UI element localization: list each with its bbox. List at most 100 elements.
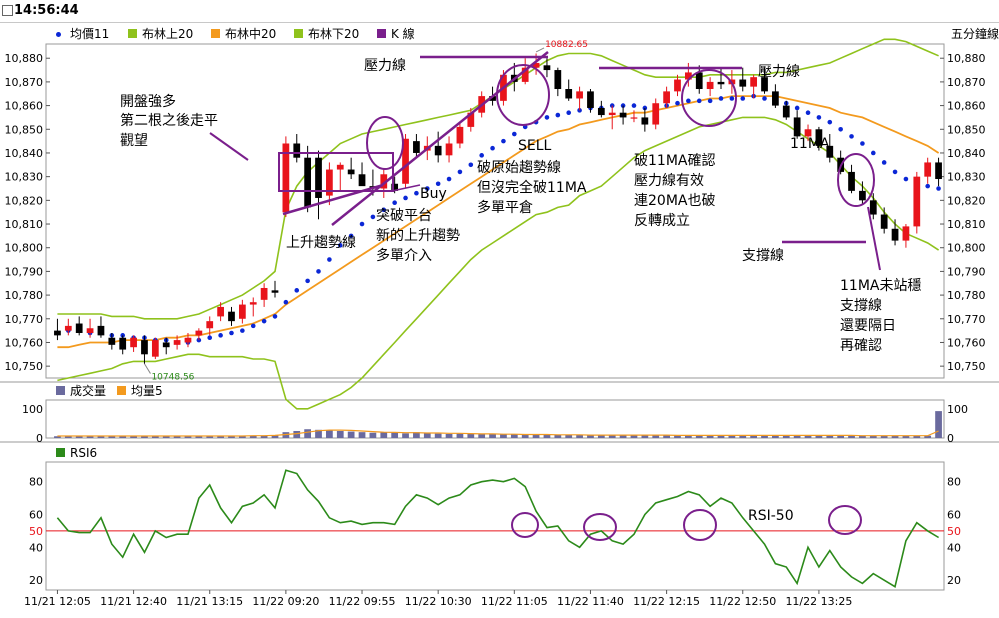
x-tick-label: 11/22 13:25 xyxy=(785,595,852,608)
annotation-note: 連20MA也破 xyxy=(634,193,715,209)
annotation-note: 支撐線 xyxy=(742,248,784,264)
rsi-tick-label: 60 xyxy=(29,509,43,522)
price-tick-label: 10,790 xyxy=(947,265,986,278)
annotation-note: SELL xyxy=(518,138,552,154)
bollinger-lower-line xyxy=(57,116,940,410)
legend-swatch xyxy=(211,29,220,38)
price-tick-label: 10,830 xyxy=(5,171,44,184)
annotation-note: 壓力線 xyxy=(364,58,406,74)
candle xyxy=(597,107,605,116)
candle xyxy=(532,62,540,68)
rsi-highlight xyxy=(511,512,539,538)
volume-bar xyxy=(663,435,670,438)
ma11-point xyxy=(490,145,495,151)
volume-bar xyxy=(532,434,540,438)
candle xyxy=(521,67,529,82)
price-tick-label: 10,800 xyxy=(947,242,986,255)
candle xyxy=(772,91,779,106)
candle xyxy=(848,171,855,191)
volume-bar xyxy=(630,435,638,438)
volume-bar xyxy=(108,436,116,438)
ma11-point xyxy=(424,186,430,191)
ma11-point xyxy=(555,112,561,118)
candle xyxy=(750,77,758,87)
volume-ma-line xyxy=(57,429,939,437)
legend-swatch xyxy=(377,29,386,38)
candle xyxy=(260,287,268,300)
candle xyxy=(238,304,246,319)
legend-item: 布林上20 xyxy=(142,27,193,41)
price-tick-label: 10,860 xyxy=(5,100,44,113)
rsi-highlight xyxy=(683,509,717,541)
candle xyxy=(793,117,801,137)
volume-bar xyxy=(587,435,594,438)
candle xyxy=(674,79,681,92)
ma11-point xyxy=(435,181,441,187)
volume-bar xyxy=(413,432,420,438)
candle xyxy=(304,157,312,208)
price-tick-label: 10,820 xyxy=(5,194,44,207)
candle xyxy=(282,143,290,213)
ma11-point xyxy=(392,200,397,206)
ma11-point xyxy=(860,141,865,146)
min-pointer xyxy=(144,363,151,374)
rsi-tick-label: 20 xyxy=(947,574,961,587)
ma11-point xyxy=(327,257,332,262)
annotation-note: 突破平台 xyxy=(376,208,432,224)
annotation-note: 11MA xyxy=(790,136,830,152)
volume-bar xyxy=(315,429,322,438)
volume-bar xyxy=(739,435,747,438)
candle xyxy=(924,162,932,177)
volume-bar xyxy=(326,430,333,438)
volume-bar xyxy=(478,434,486,438)
price-tick-label: 10,880 xyxy=(5,52,44,65)
ma11-point xyxy=(370,214,376,220)
annotation-note: 破11MA確認 xyxy=(634,153,715,169)
candle xyxy=(86,328,94,333)
candle xyxy=(859,190,866,201)
legend-swatch xyxy=(128,29,137,38)
price-tick-label: 10,750 xyxy=(947,360,986,373)
ma11-point xyxy=(272,314,278,319)
ma11-point xyxy=(381,207,387,213)
ma11-point xyxy=(838,126,843,132)
candle xyxy=(271,290,279,293)
volume-bar xyxy=(206,435,214,438)
candle xyxy=(489,96,496,101)
window-menu-icon[interactable] xyxy=(2,5,13,16)
max-value-label: 10882.65 xyxy=(545,40,588,50)
price-tick-label: 10,770 xyxy=(947,313,986,326)
candle xyxy=(347,169,355,175)
x-tick-label: 11/22 09:55 xyxy=(329,595,396,608)
consolidation-box xyxy=(278,152,394,192)
price-tick-label: 10,840 xyxy=(947,147,986,160)
volume-tick-label: 100 xyxy=(22,403,43,416)
candle xyxy=(663,91,670,104)
ma11-point xyxy=(718,96,724,101)
x-tick-label: 11/22 12:15 xyxy=(633,595,700,608)
volume-bar xyxy=(706,435,714,438)
ma11-point xyxy=(707,98,713,104)
candle xyxy=(815,129,823,146)
annotation-note: 開盤強多 xyxy=(120,93,176,110)
price-tick-label: 10,820 xyxy=(947,194,986,207)
rsi-tick-label: 20 xyxy=(29,574,43,587)
volume-bar xyxy=(859,435,866,438)
volume-bar xyxy=(380,432,388,438)
ma11-point xyxy=(892,169,898,175)
ma11-point xyxy=(696,98,702,104)
ma11-point xyxy=(762,96,767,101)
candle xyxy=(684,72,692,80)
legend-swatch xyxy=(117,386,126,395)
volume-bar xyxy=(641,435,649,438)
interval-label: 五分鐘線 xyxy=(950,27,999,41)
volume-bar xyxy=(86,436,94,438)
ma11-point xyxy=(729,96,735,101)
ma11-point xyxy=(794,105,800,111)
volume-bar xyxy=(195,435,203,438)
candle xyxy=(739,79,747,87)
volume-bar xyxy=(369,432,377,438)
max-pointer xyxy=(535,47,545,53)
ma11-point xyxy=(468,162,474,168)
